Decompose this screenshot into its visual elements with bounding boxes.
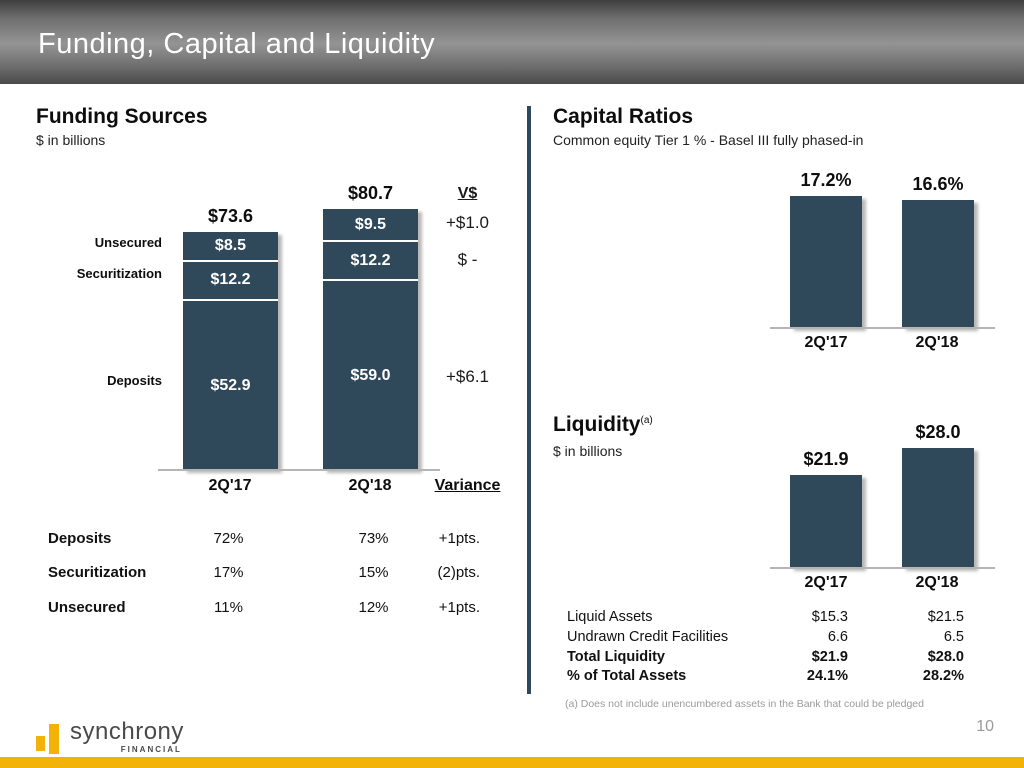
mix-label: Deposits	[48, 530, 112, 547]
funding-segment-securitization-q18: $12.2	[323, 240, 418, 280]
mix-q17: 11%	[214, 599, 243, 616]
liquidity-axis	[770, 567, 995, 569]
mix-q17: 72%	[213, 530, 244, 547]
funding-variance-deposits: +$6.1	[445, 367, 489, 386]
liq-q17: $21.9	[811, 649, 848, 665]
funding-side-label-deposits: Deposits	[107, 373, 162, 388]
liq-q18: 28.2%	[922, 668, 964, 684]
liquidity-table-row-liquid-assets: Liquid Assets $15.3 $21.5	[553, 608, 993, 626]
liquidity-category-q17: 2Q'17	[804, 574, 848, 591]
funding-bar-wrap-q17: $73.6 $8.5 $12.2 $52.9	[183, 206, 278, 470]
funding-variance-securitization: $ -	[457, 250, 478, 269]
mix-label: Securitization	[48, 564, 147, 581]
capital-axis	[770, 327, 995, 329]
liquidity-subheading: $ in billions	[553, 443, 623, 459]
liquidity-heading-text: Liquidity	[553, 413, 641, 436]
funding-bar-q17: $8.5 $12.2 $52.9	[183, 232, 278, 470]
liq-q17: 24.1%	[806, 668, 848, 684]
footnote: (a) Does not include unencumbered assets…	[565, 698, 924, 710]
funding-heading: Funding Sources	[36, 105, 208, 128]
liquidity-table-row-undrawn-credit: Undrawn Credit Facilities 6.6 6.5	[553, 628, 993, 646]
liq-label: % of Total Assets	[567, 668, 687, 684]
funding-total-q17: $73.6	[207, 206, 254, 227]
funding-side-label-securitization: Securitization	[76, 266, 162, 281]
funding-total-q18: $80.7	[347, 183, 394, 204]
liq-q18: $28.0	[927, 649, 964, 665]
capital-value-q18: 16.6%	[912, 174, 964, 195]
funding-bar-wrap-q18: $80.7 $9.5 $12.2 $59.0	[323, 183, 418, 470]
capital-bar-wrap-q18: 16.6%	[902, 174, 974, 328]
liq-label: Undrawn Credit Facilities	[567, 629, 729, 645]
funding-variance-header: Variance	[434, 477, 501, 494]
liq-q17: $15.3	[811, 609, 848, 625]
mix-table-row-unsecured: Unsecured 11% 12% +1pts.	[36, 599, 506, 617]
funding-segment-securitization-q17: $12.2	[183, 259, 278, 300]
liquidity-bar-q18	[902, 448, 974, 568]
funding-segment-unsecured-q17: $8.5	[183, 232, 278, 260]
funding-subheading: $ in billions	[36, 132, 106, 148]
mix-q18: 12%	[358, 599, 389, 616]
funding-bar-q18: $9.5 $12.2 $59.0	[323, 209, 418, 470]
funding-variance-unsecured: +$1.0	[445, 213, 489, 232]
funding-axis	[158, 469, 440, 471]
synchrony-logo: synchrony FINANCIAL	[36, 720, 184, 754]
capital-subheading: Common equity Tier 1 % - Basel III fully…	[553, 132, 864, 148]
liq-q18: 6.5	[943, 629, 964, 645]
liq-q17: 6.6	[827, 629, 848, 645]
funding-v-header: V$	[457, 185, 478, 202]
liquidity-value-q18: $28.0	[915, 422, 961, 443]
logo-wordmark: synchrony	[70, 718, 184, 745]
liquidity-category-q18: 2Q'18	[915, 574, 959, 591]
liquidity-bar-q17	[790, 474, 862, 568]
mix-variance: +1pts.	[438, 530, 480, 547]
mix-variance: +1pts.	[438, 599, 480, 616]
header-band: Funding, Capital and Liquidity	[0, 0, 1024, 84]
capital-heading: Capital Ratios	[553, 105, 694, 128]
mix-q18: 73%	[358, 530, 389, 547]
mix-table-row-securitization: Securitization 17% 15% (2)pts.	[36, 564, 506, 582]
liquidity-table-row-total-liquidity: Total Liquidity $21.9 $28.0	[553, 648, 993, 666]
synchrony-bars-icon	[36, 720, 62, 754]
capital-bar-q18	[902, 200, 974, 328]
liq-label: Total Liquidity	[567, 649, 665, 665]
capital-category-q17: 2Q'17	[804, 334, 848, 351]
funding-category-q17: 2Q'17	[208, 477, 252, 494]
mix-label: Unsecured	[48, 599, 126, 616]
mix-q18: 15%	[358, 564, 389, 581]
column-divider	[527, 106, 531, 694]
funding-category-q18: 2Q'18	[348, 477, 392, 494]
capital-value-q17: 17.2%	[800, 169, 852, 190]
page-number: 10	[976, 718, 994, 735]
mix-q17: 17%	[213, 564, 244, 581]
logo-subtext: FINANCIAL	[120, 745, 182, 754]
funding-segment-deposits-q17: $52.9	[183, 299, 278, 470]
liquidity-value-q17: $21.9	[803, 448, 849, 469]
liquidity-table-row-pct-total-assets: % of Total Assets 24.1% 28.2%	[553, 667, 993, 685]
page-title: Funding, Capital and Liquidity	[38, 28, 436, 60]
funding-segment-deposits-q18: $59.0	[323, 279, 418, 470]
liquidity-footnote-marker: (a)	[640, 415, 653, 426]
capital-category-q18: 2Q'18	[915, 334, 959, 351]
capital-bar-q17	[790, 195, 862, 328]
capital-bar-wrap-q17: 17.2%	[790, 170, 862, 328]
liquidity-bar-wrap-q17: $21.9	[790, 448, 862, 568]
mix-table-row-deposits: Deposits 72% 73% +1pts.	[36, 530, 506, 548]
mix-variance: (2)pts.	[437, 564, 480, 581]
funding-side-label-unsecured: Unsecured	[94, 235, 162, 250]
liq-q18: $21.5	[927, 609, 964, 625]
liquidity-heading: Liquidity(a)	[553, 413, 653, 437]
liquidity-bar-wrap-q18: $28.0	[902, 422, 974, 568]
funding-segment-unsecured-q18: $9.5	[323, 209, 418, 241]
liq-label: Liquid Assets	[567, 609, 653, 625]
footer-gold-bar	[0, 757, 1024, 768]
